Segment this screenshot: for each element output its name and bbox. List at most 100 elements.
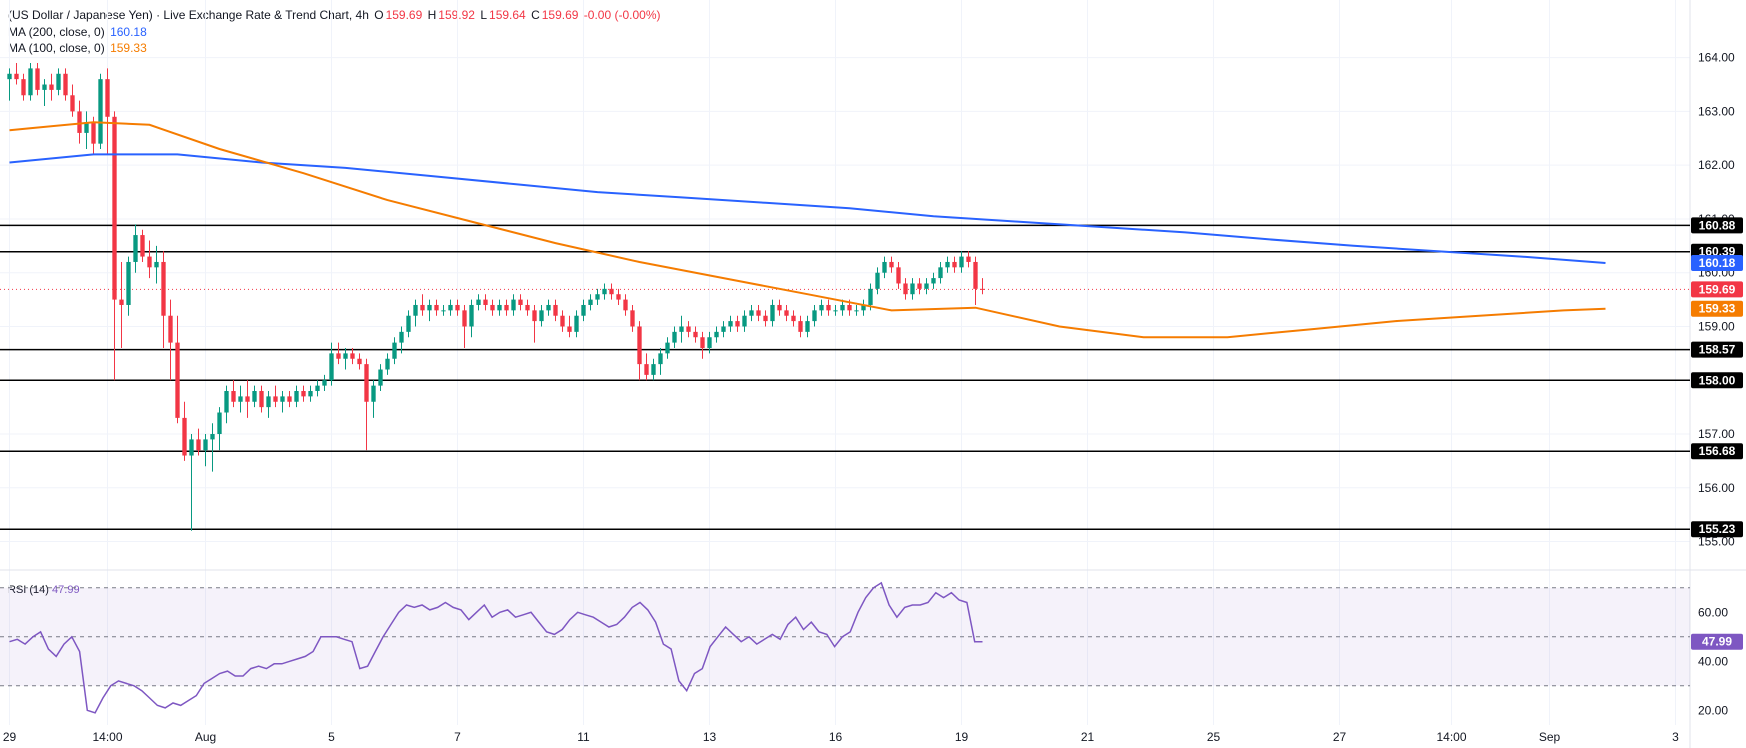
candle-body <box>343 353 348 359</box>
candle-body <box>70 95 75 112</box>
candle-body <box>672 331 677 343</box>
time-tick-label: 3 <box>1672 730 1679 744</box>
ma100-legend[interactable]: MA (100, close, 0) 159.33 <box>8 41 149 55</box>
candle-body <box>504 304 509 311</box>
time-tick-label: 7 <box>454 730 461 744</box>
candle-body <box>273 396 278 402</box>
ma200-price-label: 160.18 <box>1699 256 1736 270</box>
candle-body <box>756 310 761 316</box>
candle-body <box>511 299 516 311</box>
candle-body <box>700 337 705 348</box>
rsi-line <box>9 581 983 714</box>
candle-body <box>931 278 936 284</box>
high-key: H <box>427 8 437 22</box>
level-price-label: 155.23 <box>1699 522 1736 536</box>
price-axis[interactable]: 155.00156.00157.00158.00159.00160.00161.… <box>1691 51 1743 718</box>
candle-body <box>980 288 985 290</box>
ma200-label: MA (200, close, 0) <box>8 25 105 39</box>
candle-body <box>301 391 306 397</box>
level-price-tag <box>1691 372 1743 389</box>
rsi-band-fill <box>0 587 1690 686</box>
candle-body <box>161 261 166 316</box>
candle-body <box>350 353 355 359</box>
change-value: -0.00 (-0.00%) <box>583 8 661 22</box>
candle-body <box>602 288 607 295</box>
candle-body <box>658 353 663 365</box>
candle-body <box>182 417 187 456</box>
candle-body <box>406 315 411 332</box>
candle-body <box>630 310 635 327</box>
level-price-label: 160.88 <box>1699 218 1736 232</box>
rsi-tick-label: 20.00 <box>1698 703 1728 717</box>
candle-body <box>791 315 796 322</box>
time-tick-label: 16 <box>829 730 843 744</box>
candle-body <box>189 439 194 456</box>
candle-body <box>903 283 908 295</box>
candle-body <box>63 73 68 96</box>
candle-body <box>623 299 628 311</box>
candle-body <box>21 79 26 96</box>
symbol-title: (US Dollar / Japanese Yen) · Live Exchan… <box>8 8 369 22</box>
candle-body <box>420 304 425 311</box>
candle-body <box>35 68 40 90</box>
candle-body <box>959 256 964 268</box>
candle-body <box>763 315 768 322</box>
candle-body <box>280 396 285 402</box>
candle-body <box>357 358 362 365</box>
candle-body <box>434 304 439 311</box>
candle-body <box>665 342 670 354</box>
candle-body <box>714 331 719 338</box>
candle-body <box>112 116 117 300</box>
candle-body <box>245 396 250 402</box>
candle-body <box>854 310 859 312</box>
candle-body <box>770 304 775 322</box>
candle-body <box>77 111 82 133</box>
candle-body <box>644 364 649 375</box>
ma200-legend[interactable]: MA (200, close, 0) 160.18 <box>8 25 149 39</box>
candle-body <box>259 391 264 408</box>
candle-body <box>518 299 523 305</box>
candle-body <box>798 321 803 332</box>
rsi-legend[interactable]: RSI (14) 47.99 <box>8 584 80 596</box>
ma100-label: MA (100, close, 0) <box>8 41 105 55</box>
candle-body <box>560 315 565 327</box>
candle-body <box>546 304 551 311</box>
candle-body <box>581 304 586 316</box>
time-tick-label: 13 <box>703 730 717 744</box>
candle-body <box>735 321 740 327</box>
candle-body <box>217 412 222 435</box>
candle-body <box>392 342 397 359</box>
candle-body <box>609 288 614 295</box>
candle-body <box>574 315 579 332</box>
candle-body <box>497 304 502 311</box>
level-price-tag <box>1691 521 1743 538</box>
low-value: 159.64 <box>489 8 526 22</box>
rsi-tick-label: 40.00 <box>1698 654 1728 668</box>
moving-averages <box>9 121 1606 339</box>
candle-body <box>728 321 733 327</box>
support-resistance-levels <box>0 224 1690 530</box>
candle-body <box>938 267 943 279</box>
ma200-price-tag <box>1691 255 1743 272</box>
candle-body <box>231 391 236 402</box>
candle-body <box>952 261 957 268</box>
price-tick-label: 159.00 <box>1698 319 1735 333</box>
time-tick-label: Sep <box>1539 730 1561 744</box>
candle-body <box>147 256 152 268</box>
candle-body <box>266 396 271 408</box>
candle-body <box>532 310 537 322</box>
candle-body <box>413 304 418 316</box>
level-price-tag <box>1691 217 1743 234</box>
candle-body <box>469 304 474 327</box>
rsi-panel <box>0 581 1690 714</box>
candle-body <box>49 84 54 90</box>
price-tick-label: 156.00 <box>1698 481 1735 495</box>
candle-body <box>840 304 845 311</box>
time-axis[interactable]: 29 14:00 Aug 5 7 11 13 16 19 21 25 27 14:00 Sep 3 <box>3 730 1679 744</box>
price-tick-label: 162.00 <box>1698 158 1735 172</box>
candle-body <box>567 326 572 332</box>
candle-body <box>315 385 320 392</box>
candle-body <box>784 310 789 316</box>
candle-body <box>399 331 404 343</box>
